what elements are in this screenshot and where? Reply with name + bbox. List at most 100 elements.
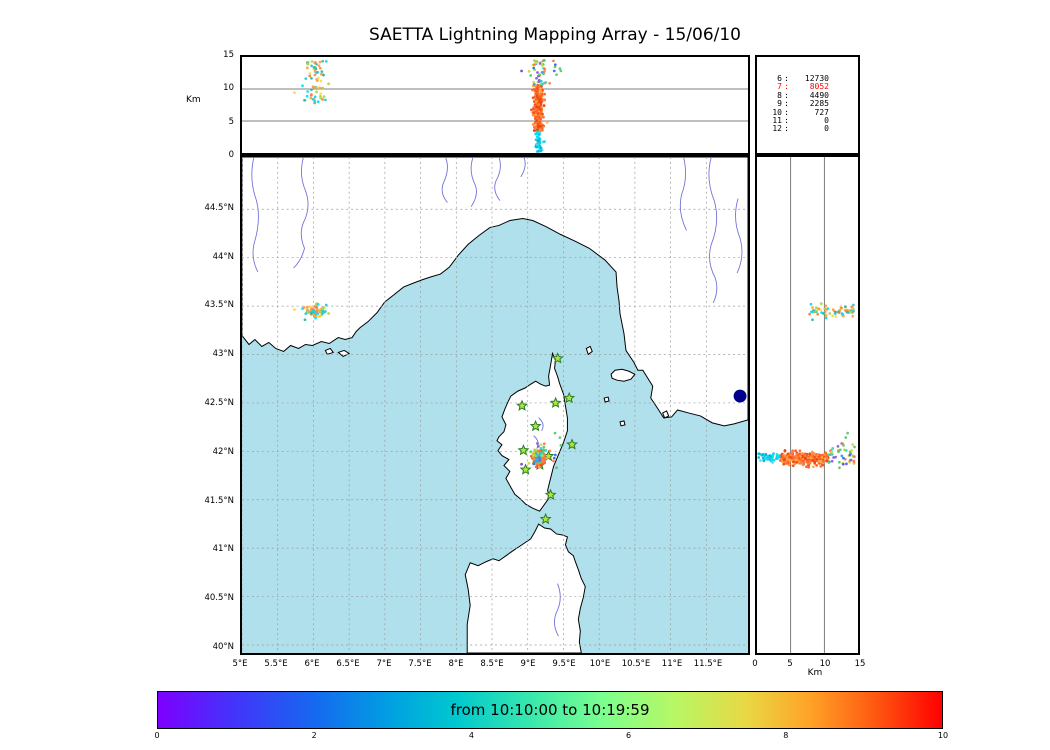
stats-row: 6: 12730 xyxy=(769,74,858,83)
map-panel xyxy=(240,155,750,655)
latitude-tick-label: 40°N xyxy=(212,641,234,652)
stats-colon: : xyxy=(784,107,789,117)
altitude-gridlines-right xyxy=(790,157,825,653)
longitude-tick-label: 10°E xyxy=(589,659,611,669)
longitude-tick-label: 8°E xyxy=(448,659,464,669)
stats-bin: 8 xyxy=(777,90,782,100)
stats-count: 2285 xyxy=(809,99,829,109)
stats-count: 0 xyxy=(824,116,829,126)
longitude-tick-label: 7.5°E xyxy=(408,659,432,669)
giglio-island xyxy=(662,410,670,419)
altitude-latitude-canvas xyxy=(757,157,856,653)
stats-bin: 11 xyxy=(772,116,782,126)
stats-row: 7: 8052 xyxy=(769,82,858,92)
stats-bin: 7 xyxy=(777,82,782,92)
altitude-tick-label: 0 xyxy=(228,150,234,160)
stats-bin: 9 xyxy=(777,99,782,109)
right-lightning-sources xyxy=(757,302,856,470)
station-star xyxy=(517,444,530,456)
latitude-tick-label: 43.5°N xyxy=(204,300,234,311)
station-star xyxy=(549,396,562,408)
altitude-tick-label: 15 xyxy=(223,50,234,60)
stats-row: 9: 2285 xyxy=(769,99,858,109)
longitude-tick-label: 11°E xyxy=(661,659,683,669)
stats-row: 10: 727 xyxy=(769,107,858,117)
altitude-tick-label: 5 xyxy=(228,116,234,127)
station-star xyxy=(539,512,552,525)
colorbar-tick-label: 4 xyxy=(468,731,474,740)
latitude-tick-label: 42°N xyxy=(212,446,234,457)
capraia-island xyxy=(585,345,593,356)
altitude-longitude-canvas xyxy=(242,59,748,153)
latitude-tick-label: 41°N xyxy=(212,544,234,555)
latitude-tick-label: 41.5°N xyxy=(204,495,234,506)
altitude-tick-label: 10 xyxy=(223,83,234,94)
longitude-tick-label: 5°E xyxy=(232,659,248,669)
colorbar-tick-label: 0 xyxy=(154,731,160,740)
latitude-tick-label: 43°N xyxy=(212,349,234,360)
right-altitude-tick-label: 15 xyxy=(854,659,866,669)
altitude-axis-unit-top: Km xyxy=(186,95,201,105)
stats-row: 8: 4490 xyxy=(769,90,858,100)
station-star xyxy=(519,463,532,475)
stats-row: 11: 0 xyxy=(769,116,858,126)
stats-count: 0 xyxy=(824,124,829,134)
longitude-tick-label: 7°E xyxy=(376,659,392,669)
longitude-tick-label: 6°E xyxy=(304,659,320,669)
colorbar-label: from 10:10:00 to 10:19:59 xyxy=(450,701,650,719)
lake xyxy=(733,389,747,403)
altitude-longitude-panel xyxy=(240,55,750,155)
altitude-latitude-panel xyxy=(755,155,860,655)
stats-colon: : xyxy=(784,82,789,92)
stats-colon: : xyxy=(784,90,789,100)
rivers xyxy=(251,157,743,637)
station-star xyxy=(544,488,557,500)
source-counts-panel: 6: 12730 7: 8052 8: 4490 9: 2285 10: 727 11: 0 12: 0 xyxy=(755,55,860,155)
stats-colon: : xyxy=(784,74,789,83)
mainland-coastline xyxy=(242,157,748,427)
colorbar-tick-label: 6 xyxy=(626,731,632,740)
longitude-tick-label: 9.5°E xyxy=(552,659,576,669)
corsica-coastline xyxy=(496,351,568,512)
stats-count: 8052 xyxy=(809,82,829,92)
latitude-tick-label: 42.5°N xyxy=(204,397,234,408)
montecristo-island xyxy=(619,420,626,427)
stats-bin: 10 xyxy=(772,107,782,117)
latitude-tick-label: 40.5°N xyxy=(204,593,234,604)
altitude-axis-unit-right: Km xyxy=(807,668,823,678)
station-star xyxy=(516,399,528,411)
latitude-tick-label: 44°N xyxy=(212,251,234,262)
longitude-tick-label: 11.5°E xyxy=(693,659,723,669)
longitude-tick-label: 9°E xyxy=(520,659,536,669)
stats-bin: 12 xyxy=(772,124,782,134)
station-star xyxy=(566,438,578,450)
sardinia-coastline xyxy=(464,523,586,653)
longitude-tick-label: 5.5°E xyxy=(264,659,288,669)
lma-station-markers xyxy=(516,352,578,525)
stats-count: 4490 xyxy=(809,90,829,100)
stats-row: 12: 0 xyxy=(769,124,858,134)
stats-count: 727 xyxy=(814,107,829,117)
colorbar-tick-label: 2 xyxy=(311,731,317,740)
longitude-tick-label: 10.5°E xyxy=(621,659,651,669)
hyeres-island-1 xyxy=(337,349,351,357)
hyeres-island-2 xyxy=(324,347,335,356)
station-star xyxy=(529,419,542,432)
colorbar-tick-label: 10 xyxy=(937,731,949,740)
map-gridlines xyxy=(242,157,748,653)
stats-bin: 6 xyxy=(777,74,782,83)
map-canvas xyxy=(242,157,748,653)
elba-island xyxy=(610,368,636,382)
longitude-tick-label: 6.5°E xyxy=(336,659,360,669)
time-colorbar: from 10:10:00 to 10:19:59 xyxy=(157,691,943,729)
top-lightning-sources xyxy=(293,59,563,153)
figure-title: SAETTA Lightning Mapping Array - 15/06/1… xyxy=(369,25,741,45)
right-altitude-tick-label: 0 xyxy=(752,659,758,669)
map-lightning-sources xyxy=(293,302,563,470)
stats-colon: : xyxy=(784,116,789,126)
station-star xyxy=(551,352,564,364)
stats-colon: : xyxy=(784,99,789,109)
source-counts-table: 6: 12730 7: 8052 8: 4490 9: 2285 10: 727 11: 0 12: 0 xyxy=(769,74,858,134)
pianosa-island xyxy=(603,396,610,403)
